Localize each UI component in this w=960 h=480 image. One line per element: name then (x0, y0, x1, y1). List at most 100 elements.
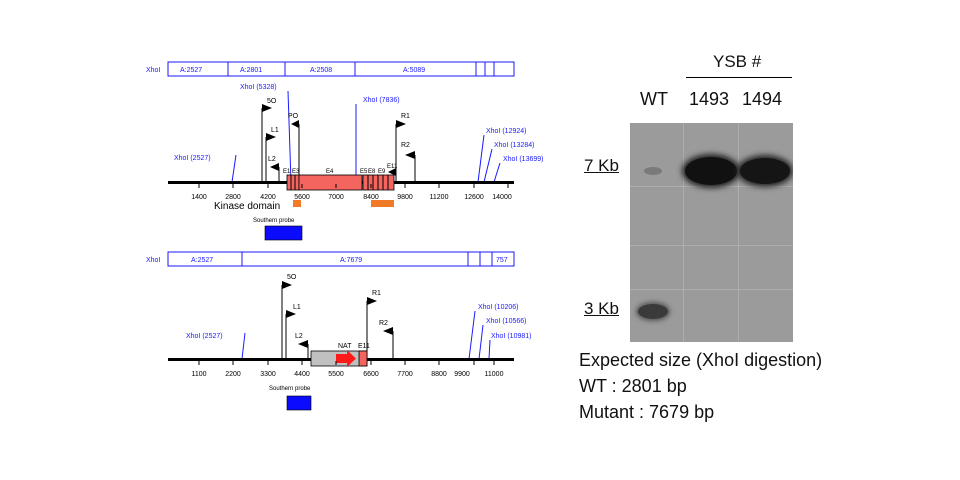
mut-primer-r2: R2 (379, 320, 394, 359)
wt-ruler-label: 8400 (363, 194, 379, 201)
kinase-domain-bar-2 (371, 200, 394, 207)
mut-primer-r1-label: R1 (372, 290, 381, 297)
wt-segment-1: A:2527 (180, 67, 202, 74)
mut-ruler-label: 7700 (397, 371, 413, 378)
mut-segment-3: 757 (496, 257, 508, 264)
wt-primer-r2-label: R2 (401, 142, 410, 149)
mut-site-10981: XhoI (10981) (491, 333, 531, 340)
band-wt-3kb (638, 304, 668, 319)
mut-ruler-label: 3300 (260, 371, 276, 378)
wt-exon-e1-e3 (286, 174, 300, 191)
wt-ruler-label: 14000 (492, 194, 512, 201)
nat-arrow (336, 350, 356, 367)
mut-ruler-label: 6600 (363, 371, 379, 378)
wt-primer-5o-label: 5O (267, 98, 277, 105)
mut-exon-e11 (358, 350, 368, 367)
expected-size-title: Expected size (XhoI digestion) (579, 350, 823, 370)
wt-exon-e1-label: E1 (283, 169, 291, 175)
band-wt-faint (644, 167, 662, 175)
wt-primer-l1-label: L1 (271, 127, 279, 134)
wt-ruler-ticks (198, 184, 509, 188)
wt-primer-l1: L1 (265, 127, 279, 182)
wt-ruler-label: 5600 (294, 194, 310, 201)
mut-primer-5o: 5O (281, 274, 297, 359)
lane-label-1494: 1494 (742, 89, 783, 109)
kinase-domain-bar-1 (293, 200, 301, 207)
mut-site-2527: XhoI (2527) (186, 333, 223, 340)
mut-primer-r1: R1 (366, 290, 381, 359)
wt-e11-label: E11 (387, 164, 398, 170)
mut-e11-label: E11 (358, 343, 370, 350)
mut-ruler-label: 5500 (328, 371, 344, 378)
wt-primer-e11: E11 (387, 164, 398, 182)
wt-track-box (167, 61, 515, 77)
wt-track-label: XhoI (146, 67, 160, 74)
wt-site-7836: XhoI (7836) (363, 97, 400, 104)
mut-primer-l2-label: L2 (295, 333, 303, 340)
wt-ruler-labels: 1400 2800 4200 5600 7000 8400 9800 11200… (191, 194, 512, 201)
wt-southern-probe-label: Southern probe (253, 218, 295, 224)
mut-ruler-labels: 1100 2200 3300 4400 5500 6600 7700 8800 … (191, 371, 503, 378)
wt-primer-po-label: PO (288, 113, 299, 120)
wt-site-2527: XhoI (2527) (174, 155, 211, 162)
mut-ruler-label: 8800 (431, 371, 447, 378)
ysb-group-label: YSB # (713, 52, 762, 71)
expected-size-wt: WT : 2801 bp (579, 376, 687, 396)
wt-ruler-label: 7000 (328, 194, 344, 201)
mut-site-10566: XhoI (10566) (486, 318, 526, 325)
wt-exon-e4-label: E4 (326, 169, 334, 175)
mut-ruler-label: 9900 (454, 371, 470, 378)
wt-site-12924: XhoI (12924) (486, 128, 526, 135)
wt-primer-5o: 5O (261, 98, 277, 182)
band-1493-7kb (685, 157, 737, 185)
wt-site-5328: XhoI (5328) (240, 84, 277, 91)
wt-exon-e4 (298, 174, 363, 191)
wt-segment-4: A:5089 (403, 67, 425, 74)
mut-segment-1: A:2527 (191, 257, 213, 264)
mut-primer-l1-label: L1 (293, 304, 301, 311)
wt-ruler-label: 1400 (191, 194, 207, 201)
wt-southern-probe (264, 225, 303, 241)
ysb-group-line (686, 77, 792, 78)
mut-southern-probe (286, 395, 312, 411)
wt-exon-e8-label: E8 (368, 169, 376, 175)
marker-7kb: 7 Kb (584, 156, 619, 175)
mut-primer-l2: L2 (295, 333, 309, 359)
wt-segment-3: A:2508 (310, 67, 332, 74)
wt-primer-r1-label: R1 (401, 113, 410, 120)
mut-southern-probe-label: Southern probe (269, 386, 311, 392)
band-1494-7kb (740, 158, 790, 184)
wt-ruler-label: 4200 (260, 194, 276, 201)
wt-primer-l2: L2 (268, 156, 280, 182)
mut-track-label: XhoI (146, 257, 160, 264)
wt-site-13284: XhoI (13284) (494, 142, 534, 149)
mut-ruler-label: 4400 (294, 371, 310, 378)
nat-label: NAT (338, 343, 352, 350)
mut-primer-l1: L1 (285, 304, 301, 359)
mut-ruler-ticks (198, 361, 495, 365)
lane-label-wt: WT (640, 89, 668, 109)
mut-ruler-label: 2200 (225, 371, 241, 378)
wt-primer-l2-label: L2 (268, 156, 276, 163)
mut-segment-2: A:7679 (340, 257, 362, 264)
wt-ruler-label: 11200 (430, 194, 449, 201)
kinase-domain-label: Kinase domain (214, 201, 280, 212)
wt-gene-map: XhoI A:2527 A:2801 A:2508 A:5089 XhoI (2… (146, 61, 543, 241)
mut-primer-5o-label: 5O (287, 274, 297, 281)
expected-size-mutant: Mutant : 7679 bp (579, 402, 715, 422)
mut-track-box (167, 251, 515, 267)
wt-ruler-label: 12600 (464, 194, 484, 201)
mutant-gene-map: XhoI A:2527 A:7679 757 XhoI (2527) XhoI … (146, 251, 531, 411)
wt-primer-r2: R2 (401, 142, 416, 182)
wt-exon-e5-label: E5 (360, 169, 368, 175)
wt-exon-e3-label: E3 (292, 169, 300, 175)
mut-ruler-label: 1100 (191, 371, 206, 378)
lane-label-1493: 1493 (689, 89, 730, 109)
mut-primer-r2-label: R2 (379, 320, 388, 327)
marker-3kb: 3 Kb (584, 299, 619, 318)
wt-segment-2: A:2801 (240, 67, 262, 74)
wt-ruler-label: 9800 (397, 194, 413, 201)
mut-ruler-label: 11000 (485, 371, 504, 378)
wt-site-13699: XhoI (13699) (503, 156, 543, 163)
